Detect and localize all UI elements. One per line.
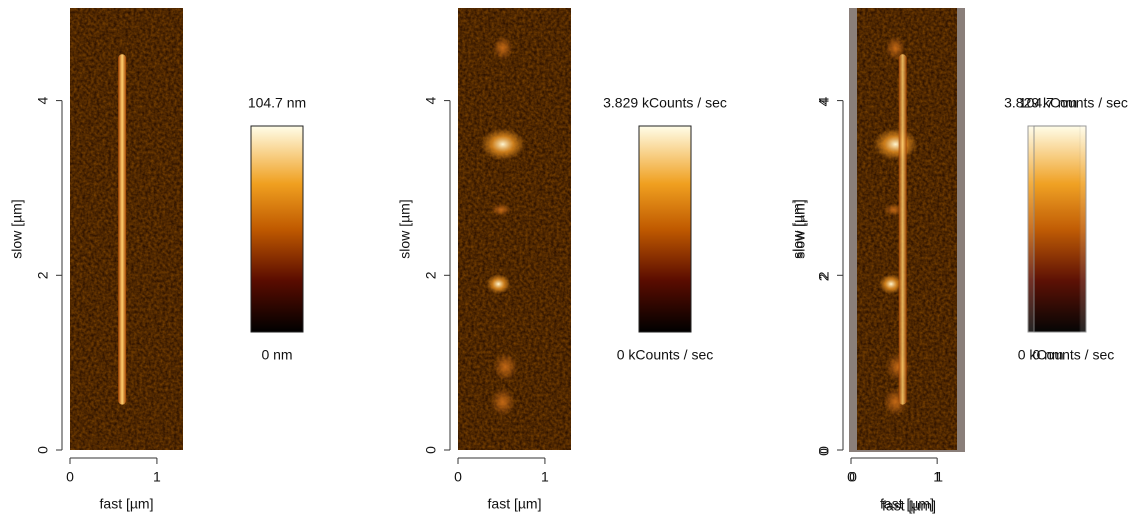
image-noise: [857, 8, 957, 450]
y-axis-label: slow [µm]: [9, 199, 25, 258]
fluorescence-spot: [879, 274, 904, 295]
fluorescence-spot: [491, 203, 512, 216]
y-tick-label: 2: [816, 271, 832, 279]
image-noise: [458, 8, 571, 450]
colorbar-label: 104.7 nm: [248, 95, 306, 111]
x-axis-label: fast [µm]: [488, 496, 542, 512]
x-axis-label: fast [µm]: [100, 496, 154, 512]
x-tick-label: 0: [849, 469, 857, 485]
x-tick-label: 0: [454, 469, 462, 485]
fluorescence-spot: [493, 353, 518, 382]
y-axis-label: slow [µm]: [792, 199, 808, 258]
y-tick-label: 0: [816, 446, 832, 454]
x-tick-label: 1: [933, 469, 941, 485]
fluorescence-spot: [490, 387, 515, 416]
x-tick-label: 0: [847, 469, 855, 485]
y-tick-label: 2: [816, 273, 832, 281]
image-noise: [70, 8, 183, 450]
x-tick-label: 1: [153, 469, 161, 485]
y-axis-label: slow [µm]: [397, 199, 413, 258]
colorbar: [250, 125, 304, 333]
y-tick-label: 2: [423, 271, 439, 279]
colorbar-label: 0 nm: [261, 347, 292, 363]
y-tick-label: 4: [816, 98, 832, 106]
colorbar-label: 3.829 kCounts / sec: [1004, 95, 1128, 111]
colorbar-label: 3.829 kCounts / sec: [603, 95, 727, 111]
fluorescence-spot: [873, 128, 918, 161]
y-tick-label: 0: [35, 446, 51, 454]
x-tick-label: 0: [66, 469, 74, 485]
fluorescence-spot: [486, 274, 511, 295]
x-tick-label: 1: [541, 469, 549, 485]
y-tick-label: 0: [816, 448, 832, 456]
colorbar-label: 0 kCounts / sec: [617, 347, 714, 363]
y-tick-label: 4: [423, 96, 439, 104]
x-tick-label: 1: [935, 469, 943, 485]
x-axis-label: fast [µm]: [880, 496, 934, 512]
nanowire: [898, 54, 907, 405]
y-axis-label: slow [µm]: [790, 199, 806, 258]
colorbar: [638, 125, 692, 333]
y-tick-label: 2: [35, 271, 51, 279]
x-axis-label: fast [µm]: [882, 498, 936, 514]
colorbar: [1033, 125, 1087, 333]
fluorescence-spot: [885, 36, 906, 61]
colorbar-label: 0 nm: [1032, 347, 1063, 363]
colorbar-label: 104.7 nm: [1019, 95, 1077, 111]
nanowire: [118, 54, 127, 405]
y-tick-label: 4: [35, 96, 51, 104]
fluorescence-spot: [492, 36, 513, 61]
y-tick-label: 4: [816, 96, 832, 104]
y-tick-label: 0: [423, 446, 439, 454]
fluorescence-spot: [883, 203, 904, 216]
colorbar-label: 0 kCounts / sec: [1018, 347, 1115, 363]
fluorescence-spot: [480, 128, 525, 161]
